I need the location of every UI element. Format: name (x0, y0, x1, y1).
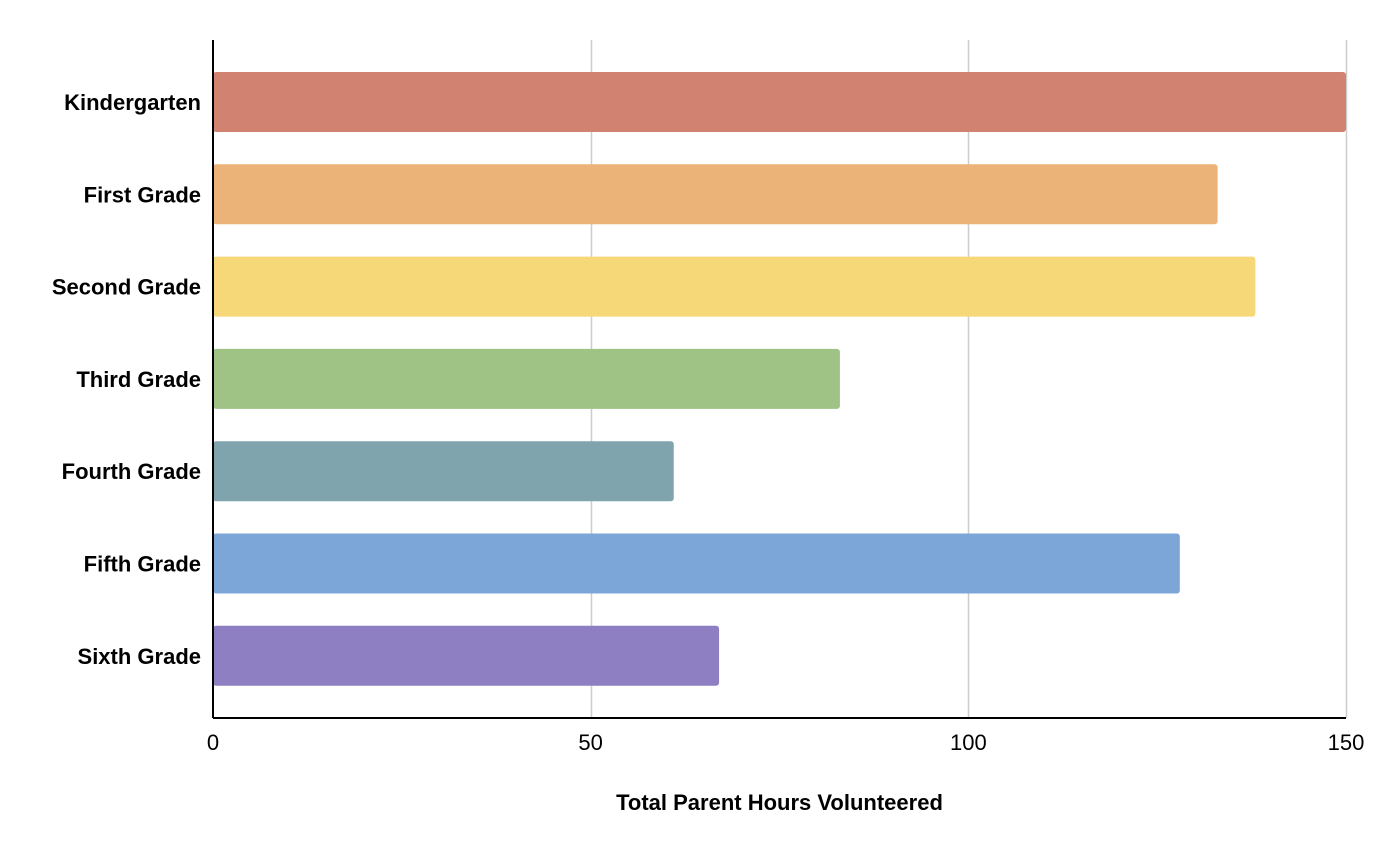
bar-sixth-grade (213, 625, 720, 686)
category-label: Fourth Grade (62, 459, 201, 484)
category-label: Kindergarten (64, 90, 201, 115)
x-axis-title: Total Parent Hours Volunteered (616, 790, 943, 815)
bar-kindergarten (213, 72, 1346, 132)
category-label: First Grade (84, 182, 201, 207)
bar-fourth-grade (213, 441, 674, 502)
category-label: Third Grade (76, 367, 201, 392)
bars (213, 72, 1346, 686)
category-label: Second Grade (52, 275, 201, 300)
x-tick-label: 150 (1328, 730, 1365, 755)
bar-second-grade (213, 256, 1256, 317)
x-tick-labels: 0 50 100 150 (207, 730, 1364, 755)
category-label: Fifth Grade (84, 552, 201, 577)
axes (212, 40, 1346, 719)
bar-fifth-grade (213, 533, 1180, 594)
category-label: Sixth Grade (78, 644, 201, 669)
x-tick-label: 100 (950, 730, 987, 755)
category-labels: Kindergarten First Grade Second Grade Third… (52, 90, 201, 669)
x-tick-label: 0 (207, 730, 219, 755)
bar-first-grade (213, 164, 1218, 225)
bar-third-grade (213, 348, 840, 409)
x-tick-label: 50 (578, 730, 602, 755)
